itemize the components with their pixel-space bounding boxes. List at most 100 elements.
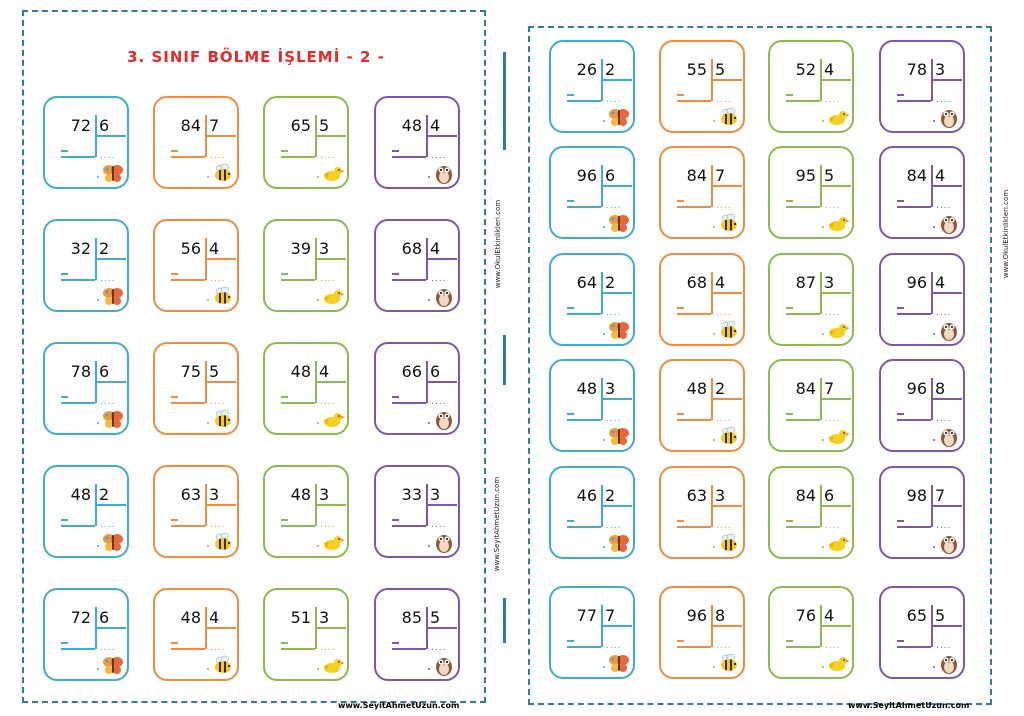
dividend: 65 [906, 606, 927, 625]
dividend: 55 [686, 60, 707, 79]
quotient-line [602, 185, 632, 187]
dividend: 48 [576, 379, 597, 398]
division-problem-card: 39 3.... [263, 219, 349, 312]
subtraction-line [677, 646, 711, 648]
subtraction-line [786, 646, 820, 648]
bee-icon [211, 407, 235, 431]
subtraction-line [786, 206, 820, 208]
quotient-line [427, 627, 457, 629]
dividend: 87 [795, 273, 816, 292]
dividend: 48 [290, 485, 311, 504]
remainder-dot [933, 120, 935, 122]
remainder-dot [603, 333, 605, 335]
quotient-line [602, 625, 632, 627]
division-problem-card: 51 3.... [263, 588, 349, 681]
division-problem-card: 33 3.... [374, 465, 460, 558]
divisor: 4 [824, 606, 835, 625]
subtraction-line [677, 100, 711, 102]
minus-sign [677, 413, 684, 415]
subtraction-line [677, 313, 711, 315]
subtraction-line [677, 419, 711, 421]
dividend: 48 [290, 362, 311, 381]
owl-icon [432, 530, 456, 554]
butterfly-icon [607, 211, 631, 235]
divisor: 2 [715, 379, 726, 398]
remainder-dot [207, 545, 209, 547]
minus-sign [897, 520, 904, 522]
answer-dots: .... [825, 414, 841, 424]
remainder-dot [822, 666, 824, 668]
divisor: 7 [209, 116, 220, 135]
division-problem-card: 84 4.... [879, 146, 965, 239]
subtraction-line [567, 206, 601, 208]
quotient-line [316, 381, 346, 383]
minus-sign [171, 273, 178, 275]
answer-dots: .... [716, 521, 732, 531]
remainder-dot [603, 120, 605, 122]
divisor: 3 [319, 485, 330, 504]
remainder-dot [603, 226, 605, 228]
dividend: 76 [795, 606, 816, 625]
quotient-line [821, 185, 851, 187]
quotient-line [206, 504, 236, 506]
divisor: 8 [715, 606, 726, 625]
division-problem-card: 48 4.... [153, 588, 239, 681]
division-problem-card: 56 4.... [153, 219, 239, 312]
divisor: 5 [824, 166, 835, 185]
division-problem-card: 84 7.... [768, 359, 854, 452]
answer-dots: .... [210, 397, 226, 407]
remainder-dot [97, 545, 99, 547]
bee-icon [211, 284, 235, 308]
quotient-line [206, 381, 236, 383]
quotient-line [316, 135, 346, 137]
subtraction-line [392, 648, 426, 650]
answer-dots: .... [825, 521, 841, 531]
answer-dots: .... [431, 397, 447, 407]
divisor: 3 [209, 485, 220, 504]
dividend: 46 [576, 486, 597, 505]
quotient-line [602, 398, 632, 400]
subtraction-line [392, 279, 426, 281]
butterfly-icon [101, 530, 125, 554]
division-problem-card: 95 5.... [768, 146, 854, 239]
divisor: 3 [319, 239, 330, 258]
owl-icon [432, 407, 456, 431]
divisor: 6 [605, 166, 616, 185]
minus-sign [392, 273, 399, 275]
divisor: 4 [935, 166, 946, 185]
remainder-dot [207, 422, 209, 424]
minus-sign [567, 413, 574, 415]
bird-icon [321, 284, 345, 308]
quotient-line [712, 79, 742, 81]
bird-icon [321, 407, 345, 431]
divisor: 3 [319, 608, 330, 627]
bird-icon [321, 653, 345, 677]
subtraction-line [171, 156, 205, 158]
dividend: 84 [795, 486, 816, 505]
answer-dots: .... [606, 414, 622, 424]
quotient-line [712, 185, 742, 187]
minus-sign [171, 642, 178, 644]
bird-icon [826, 318, 850, 342]
remainder-dot [713, 546, 715, 548]
minus-sign [61, 642, 68, 644]
divisor: 6 [99, 608, 110, 627]
quotient-line [932, 292, 962, 294]
minus-sign [171, 396, 178, 398]
minus-sign [677, 200, 684, 202]
remainder-dot [713, 333, 715, 335]
quotient-line [206, 135, 236, 137]
dividend: 84 [906, 166, 927, 185]
division-problem-card: 26 2.... [549, 40, 635, 133]
owl-icon [937, 651, 961, 675]
remainder-dot [822, 439, 824, 441]
division-problem-card: 96 8.... [659, 586, 745, 679]
subtraction-line [392, 402, 426, 404]
divisor: 4 [430, 239, 441, 258]
answer-dots: .... [100, 397, 116, 407]
subtraction-line [677, 526, 711, 528]
remainder-dot [713, 439, 715, 441]
quotient-line [602, 79, 632, 81]
subtraction-line [61, 402, 95, 404]
remainder-dot [207, 299, 209, 301]
